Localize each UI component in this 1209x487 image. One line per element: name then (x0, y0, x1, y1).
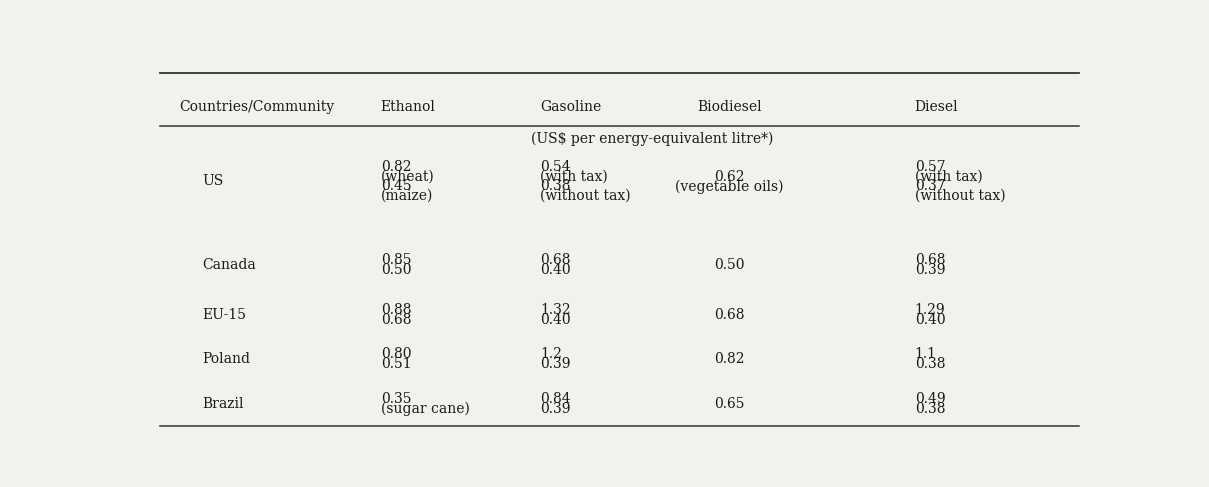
Text: (wheat): (wheat) (381, 169, 434, 184)
Text: 0.39: 0.39 (915, 262, 945, 277)
Text: (with tax): (with tax) (915, 169, 983, 184)
Text: Diesel: Diesel (915, 100, 959, 114)
Text: 0.68: 0.68 (915, 253, 945, 267)
Text: (US$ per energy-equivalent litre*): (US$ per energy-equivalent litre*) (531, 132, 774, 146)
Text: 0.68: 0.68 (540, 253, 571, 267)
Text: 0.85: 0.85 (381, 253, 411, 267)
Text: 0.54: 0.54 (540, 160, 571, 174)
Text: 0.45: 0.45 (381, 179, 411, 193)
Text: 0.84: 0.84 (540, 392, 571, 406)
Text: (without tax): (without tax) (540, 189, 631, 203)
Text: (vegetable oils): (vegetable oils) (675, 179, 783, 193)
Text: 1.32: 1.32 (540, 303, 571, 317)
Text: Gasoline: Gasoline (540, 100, 601, 114)
Text: Countries/Community: Countries/Community (179, 100, 335, 114)
Text: 1.29: 1.29 (915, 303, 945, 317)
Text: 0.51: 0.51 (381, 357, 411, 371)
Text: 0.50: 0.50 (381, 262, 411, 277)
Text: 0.68: 0.68 (381, 313, 411, 327)
Text: Biodiesel: Biodiesel (696, 100, 762, 114)
Text: Poland: Poland (203, 352, 250, 366)
Text: 0.82: 0.82 (381, 160, 411, 174)
Text: (sugar cane): (sugar cane) (381, 401, 469, 416)
Text: 0.82: 0.82 (715, 352, 745, 366)
Text: 0.39: 0.39 (540, 357, 571, 371)
Text: 0.38: 0.38 (915, 357, 945, 371)
Text: 0.62: 0.62 (715, 169, 745, 184)
Text: 0.50: 0.50 (715, 258, 745, 272)
Text: US: US (203, 174, 224, 188)
Text: 0.38: 0.38 (915, 402, 945, 415)
Text: 0.35: 0.35 (381, 392, 411, 406)
Text: (with tax): (with tax) (540, 169, 608, 184)
Text: 0.40: 0.40 (540, 262, 571, 277)
Text: 1.1: 1.1 (915, 347, 937, 361)
Text: Canada: Canada (203, 258, 256, 272)
Text: 0.49: 0.49 (915, 392, 945, 406)
Text: 1.2: 1.2 (540, 347, 562, 361)
Text: 0.80: 0.80 (381, 347, 411, 361)
Text: 0.37: 0.37 (915, 179, 945, 193)
Text: 0.57: 0.57 (915, 160, 945, 174)
Text: Brazil: Brazil (203, 397, 244, 411)
Text: 0.40: 0.40 (915, 313, 945, 327)
Text: (maize): (maize) (381, 189, 433, 203)
Text: Ethanol: Ethanol (381, 100, 435, 114)
Text: 0.40: 0.40 (540, 313, 571, 327)
Text: 0.65: 0.65 (715, 397, 745, 411)
Text: 0.38: 0.38 (540, 179, 571, 193)
Text: 0.88: 0.88 (381, 303, 411, 317)
Text: 0.39: 0.39 (540, 402, 571, 415)
Text: 0.68: 0.68 (715, 308, 745, 322)
Text: (without tax): (without tax) (915, 189, 1006, 203)
Text: EU-15: EU-15 (203, 308, 247, 322)
